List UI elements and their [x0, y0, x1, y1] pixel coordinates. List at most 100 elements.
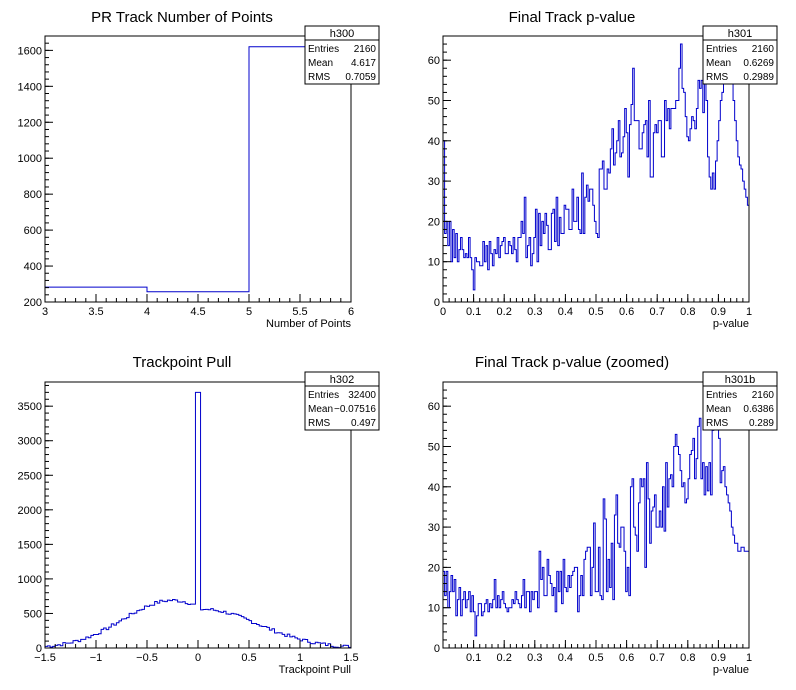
x-tick-label: 3	[42, 306, 48, 318]
stats-box: h301 Entries 2160 Mean 0.6269 RMS 0.2989	[702, 25, 778, 85]
x-tick-label: 0.6	[619, 306, 634, 318]
x-axis-label: Trackpoint Pull	[279, 664, 351, 676]
stats-value: 32400	[348, 390, 376, 401]
stats-label: Mean	[706, 58, 731, 69]
stats-label: RMS	[308, 72, 331, 83]
stats-value: 2160	[752, 390, 775, 401]
stats-box-frame	[702, 371, 778, 431]
stats-value: 0.6269	[743, 58, 774, 69]
x-tick-label: 0.2	[497, 652, 512, 664]
stats-label: RMS	[308, 418, 331, 429]
x-tick-label: −0.5	[136, 652, 158, 664]
x-tick-label: 0.7	[650, 306, 665, 318]
x-tick-label: 0	[195, 652, 201, 664]
histogram-series	[44, 391, 352, 649]
stats-label: RMS	[706, 418, 729, 429]
y-tick-label: 60	[428, 55, 440, 67]
x-tick-label: 1	[746, 652, 752, 664]
x-tick-label: 3.5	[88, 306, 103, 318]
chart-title: Trackpoint Pull	[133, 354, 232, 371]
x-tick-label: 6	[348, 306, 354, 318]
stats-value: 2160	[354, 44, 377, 55]
y-tick-label: 40	[428, 136, 440, 148]
x-tick-label: 0	[440, 306, 446, 318]
y-tick-label: 400	[24, 261, 42, 273]
stats-label: Entries	[308, 390, 339, 401]
y-tick-label: 800	[24, 189, 42, 201]
y-tick-label: 50	[428, 441, 440, 453]
y-tick-label: 30	[428, 522, 440, 534]
y-tick-label: 1000	[18, 574, 42, 586]
stats-value: 4.617	[351, 58, 376, 69]
x-tick-label: 1	[746, 306, 752, 318]
histogram-series	[44, 46, 352, 302]
chart-title: Final Track p-value (zoomed)	[475, 354, 669, 371]
x-axis-label: Number of Points	[266, 318, 351, 330]
chart-title: PR Track Number of Points	[91, 9, 273, 26]
stats-box-frame	[304, 25, 380, 85]
y-tick-label: 0	[434, 297, 440, 309]
y-tick-label: 0	[36, 643, 42, 655]
panel-trackpoint-pull: Trackpoint Pull 0 500 1000 1500 2000 2500 3000 3…	[18, 354, 380, 676]
y-tick-label: 50	[428, 95, 440, 107]
y-tick-label: 1500	[18, 539, 42, 551]
y-tick-label: 10	[428, 257, 440, 269]
stats-box-frame	[702, 25, 778, 85]
x-tick-label: 0.2	[497, 306, 512, 318]
x-tick-label: 4.5	[190, 306, 205, 318]
stats-label: Mean	[308, 404, 333, 415]
x-axis-label: p-value	[713, 664, 749, 676]
x-tick-label: 0.8	[680, 306, 695, 318]
y-tick-label: 2000	[18, 505, 42, 517]
x-tick-label: 0.9	[711, 652, 726, 664]
y-tick-label: 200	[24, 297, 42, 309]
x-tick-label: 0.3	[527, 652, 542, 664]
x-tick-label: 4	[144, 306, 150, 318]
panel-final-track-pvalue-zoomed: Final Track p-value (zoomed) 0 10 20 30 40 50 6…	[428, 354, 778, 676]
x-tick-label: 5.5	[292, 306, 307, 318]
histogram-series	[442, 405, 750, 648]
y-tick-label: 2500	[18, 470, 42, 482]
stats-box-name: h301b	[725, 374, 756, 386]
x-tick-label: 0.8	[680, 652, 695, 664]
x-tick-label: −1	[90, 652, 103, 664]
stats-box-frame	[304, 371, 380, 431]
y-tick-label: 1600	[18, 45, 42, 57]
chart-title: Final Track p-value	[509, 9, 636, 26]
y-tick-label: 600	[24, 225, 42, 237]
stats-label: Mean	[308, 58, 333, 69]
stats-label: RMS	[706, 72, 729, 83]
x-tick-label: 0.9	[711, 306, 726, 318]
stats-value: 0.289	[749, 418, 774, 429]
x-tick-label: 0.5	[588, 306, 603, 318]
x-tick-label: 0.4	[558, 306, 573, 318]
stats-value: 0.6386	[743, 404, 774, 415]
stats-value: 0.2989	[743, 72, 774, 83]
y-tick-label: 1400	[18, 81, 42, 93]
y-tick-label: 10	[428, 603, 440, 615]
y-tick-label: 30	[428, 176, 440, 188]
x-tick-label: 0.6	[619, 652, 634, 664]
stats-box-name: h301	[728, 28, 752, 40]
histogram-series	[442, 39, 750, 302]
x-tick-label: 0.1	[466, 652, 481, 664]
x-tick-label: 5	[246, 306, 252, 318]
stats-value: −0.07516	[334, 404, 376, 415]
x-tick-label: 0.5	[588, 652, 603, 664]
y-tick-label: 3000	[18, 436, 42, 448]
x-tick-label: 0.4	[558, 652, 573, 664]
stats-value: 0.7059	[345, 72, 376, 83]
stats-value: 2160	[752, 44, 775, 55]
stats-box-name: h300	[330, 28, 354, 40]
panel-final-track-pvalue: Final Track p-value 0 10 20 30 40 50 60 0 0.1 0.2 0…	[428, 9, 778, 330]
x-tick-label: 0.1	[466, 306, 481, 318]
stats-box: h301b Entries 2160 Mean 0.6386 RMS 0.289	[702, 371, 778, 431]
stats-label: Mean	[706, 404, 731, 415]
x-tick-label: 1	[297, 652, 303, 664]
y-tick-label: 20	[428, 562, 440, 574]
stats-box-name: h302	[330, 374, 354, 386]
y-tick-label: 1000	[18, 153, 42, 165]
y-tick-label: 3500	[18, 401, 42, 413]
x-tick-label: 0.3	[527, 306, 542, 318]
